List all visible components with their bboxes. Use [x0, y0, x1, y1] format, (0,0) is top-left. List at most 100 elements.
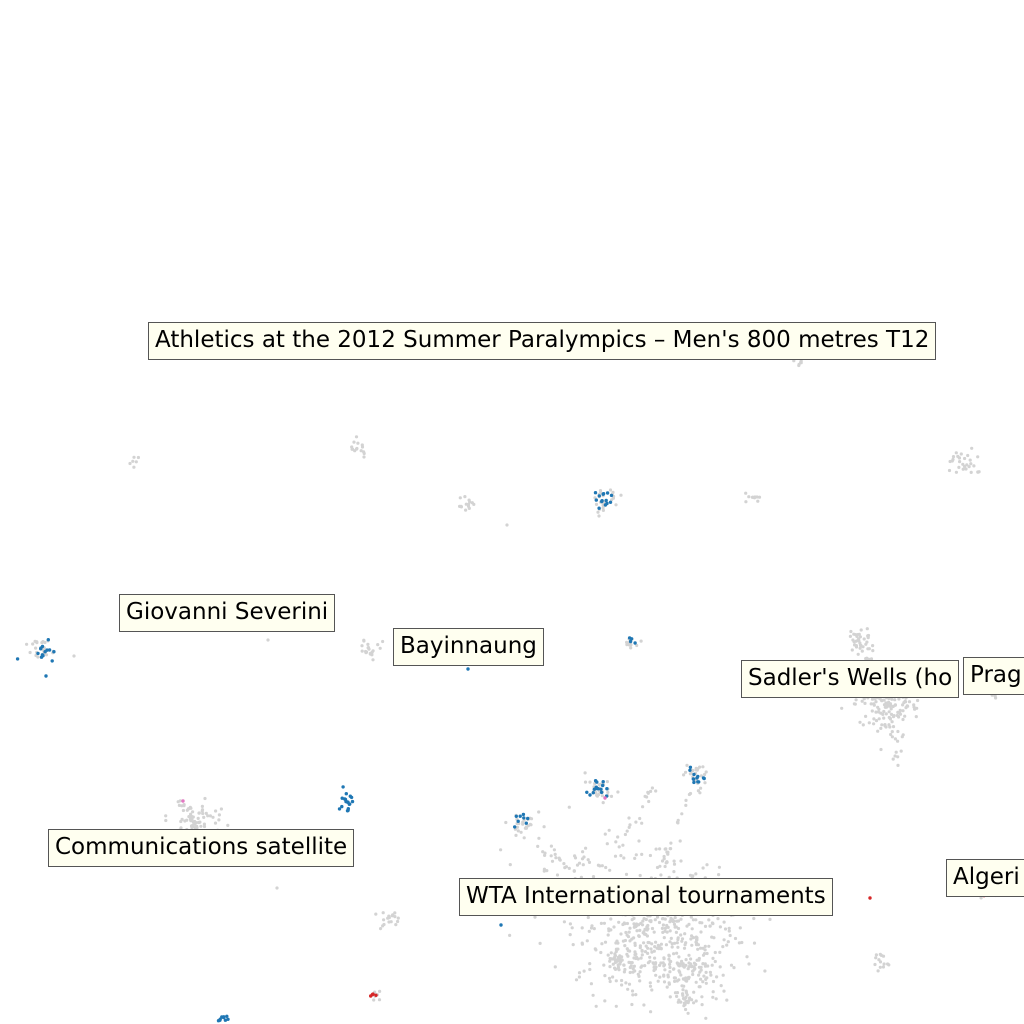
data-point: [669, 841, 673, 845]
cluster-label: Athletics at the 2012 Summer Paralympics…: [148, 322, 937, 360]
data-point: [640, 852, 644, 857]
data-point: [690, 965, 694, 969]
data-point: [601, 506, 605, 510]
data-point: [897, 697, 901, 701]
data-point: [696, 947, 700, 951]
cluster-label: Communications satellite: [48, 829, 355, 867]
data-point: [673, 916, 677, 920]
data-point: [468, 500, 472, 504]
data-point: [131, 459, 135, 463]
data-point: [671, 919, 675, 924]
data-point: [763, 969, 767, 973]
data-point: [378, 989, 382, 994]
data-point: [860, 649, 864, 653]
data-point: [667, 982, 672, 986]
data-point: [679, 1000, 683, 1004]
data-point: [605, 842, 609, 846]
data-point: [669, 847, 673, 851]
data-point: [633, 941, 637, 945]
data-point: [695, 938, 699, 942]
data-point: [710, 921, 715, 925]
data-point: [727, 926, 731, 930]
data-point: [508, 863, 512, 867]
data-point: [374, 912, 378, 916]
data-point: [961, 467, 965, 471]
data-point: [713, 950, 717, 955]
highlighted-data-point: [868, 896, 872, 900]
data-point: [901, 733, 905, 737]
highlighted-data-point: [181, 799, 185, 803]
data-point: [856, 652, 860, 656]
data-point: [703, 948, 707, 952]
data-point: [649, 1010, 653, 1014]
data-point: [639, 639, 643, 643]
data-point: [656, 979, 660, 983]
data-point: [797, 363, 801, 368]
highlighted-data-point: [597, 506, 601, 510]
data-point: [699, 774, 704, 778]
data-point: [687, 792, 692, 797]
data-point: [890, 697, 894, 701]
data-point: [366, 642, 370, 647]
data-point: [659, 873, 663, 877]
data-point: [891, 704, 895, 709]
data-point: [609, 917, 613, 921]
data-point: [680, 959, 684, 963]
data-point: [889, 732, 893, 737]
data-point: [856, 633, 860, 637]
cluster-label: Algeri: [946, 859, 1024, 897]
data-point: [616, 790, 620, 794]
data-point: [676, 937, 680, 942]
data-point: [646, 951, 650, 956]
data-point: [654, 847, 658, 851]
data-point: [668, 940, 672, 944]
data-point: [622, 921, 626, 925]
data-point: [597, 514, 601, 518]
data-point: [372, 998, 376, 1002]
data-point: [362, 455, 366, 459]
data-point: [896, 755, 900, 759]
data-point: [674, 930, 679, 935]
data-point: [642, 941, 646, 945]
data-point: [639, 965, 643, 969]
data-point: [718, 925, 723, 929]
data-point: [542, 867, 547, 871]
data-point: [617, 968, 621, 972]
data-point: [675, 994, 679, 999]
data-point: [904, 706, 908, 710]
data-point: [132, 465, 136, 469]
data-point: [866, 636, 870, 640]
data-point: [614, 949, 618, 954]
data-point: [679, 859, 683, 863]
data-point: [711, 995, 715, 999]
data-point: [633, 856, 637, 861]
data-point: [463, 495, 467, 499]
data-point: [658, 847, 662, 851]
data-point: [570, 926, 574, 930]
data-point: [625, 952, 629, 956]
data-point: [873, 962, 877, 967]
data-point: [360, 649, 364, 653]
data-point: [200, 808, 205, 812]
data-point: [598, 864, 602, 868]
data-point: [976, 455, 980, 459]
data-point: [639, 956, 643, 960]
data-point: [464, 508, 468, 512]
data-point: [725, 943, 729, 947]
data-point: [619, 854, 623, 858]
data-point: [627, 816, 631, 820]
data-point: [514, 833, 518, 838]
data-point: [856, 638, 860, 642]
data-point: [572, 869, 576, 873]
data-point: [898, 708, 902, 713]
cluster-label: WTA International tournaments: [459, 878, 833, 916]
data-point: [626, 949, 630, 953]
data-point: [620, 983, 624, 987]
data-point: [603, 832, 607, 836]
data-point: [879, 726, 883, 731]
data-point: [889, 712, 894, 717]
data-point: [799, 361, 803, 365]
data-point: [638, 979, 642, 983]
data-point: [364, 651, 368, 655]
data-point: [354, 435, 359, 439]
